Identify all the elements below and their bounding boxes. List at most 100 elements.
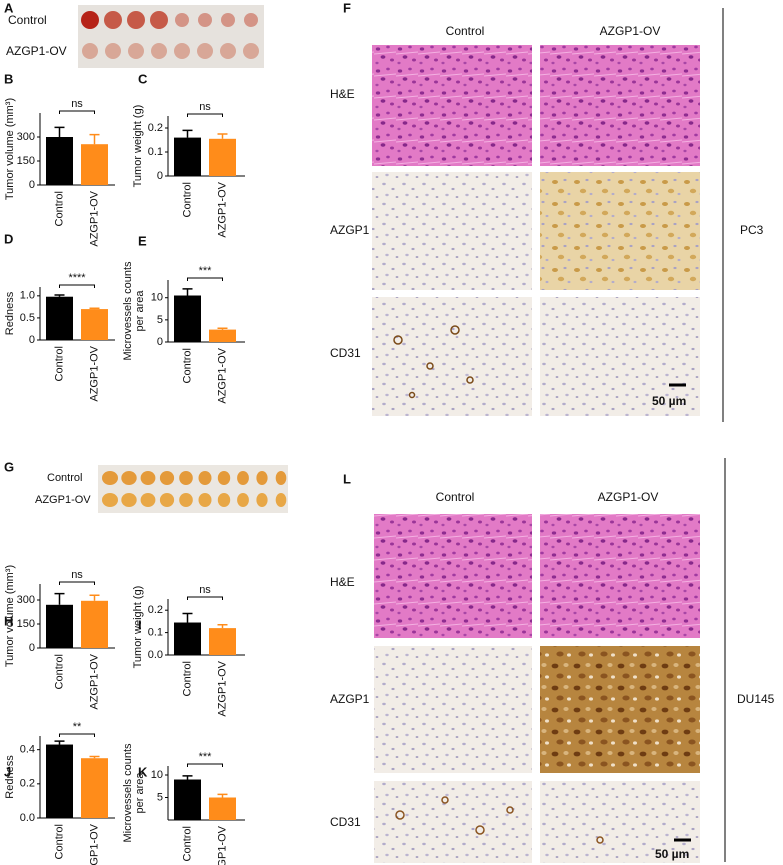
- tumor: [198, 471, 212, 485]
- cell-line-label: PC3: [740, 223, 764, 237]
- significance-label: ns: [71, 569, 83, 581]
- tumor-photo: [78, 5, 264, 68]
- x-tick-label: Control: [181, 348, 193, 383]
- tumor: [256, 471, 268, 485]
- error-bar: [182, 612, 193, 623]
- error-bar: [217, 624, 228, 629]
- bar: [209, 628, 236, 655]
- error-bar: [217, 793, 228, 798]
- x-tick-label: Control: [53, 654, 65, 689]
- significance-label: ns: [199, 101, 211, 113]
- significance-label: ns: [71, 98, 83, 110]
- panel-label: A: [4, 0, 14, 15]
- cell-line-label: DU145: [737, 692, 775, 706]
- photo-label: Control: [47, 472, 82, 484]
- y-tick-label: 0.1: [148, 627, 163, 639]
- significance-label: ***: [199, 751, 213, 763]
- vessel-stain: [395, 796, 604, 844]
- tumor: [221, 13, 235, 27]
- tumor: [237, 471, 249, 485]
- row-label: H&E: [330, 87, 355, 101]
- y-tick-label: 1.0: [20, 290, 35, 302]
- y-tick-label: 300: [17, 594, 35, 606]
- bar: [174, 622, 201, 655]
- error-bar: [89, 133, 100, 145]
- error-bar: [54, 126, 65, 137]
- bar: [81, 758, 108, 818]
- tumor: [151, 43, 167, 59]
- error-bar: [54, 592, 65, 605]
- tumor: [140, 493, 156, 507]
- tumor: [275, 493, 287, 507]
- bar: [174, 137, 201, 176]
- row-label: CD31: [330, 346, 361, 360]
- histology-image: [372, 172, 532, 290]
- panel-label: B: [4, 71, 13, 86]
- tumor: [175, 13, 189, 27]
- panel-label: D: [4, 231, 13, 246]
- y-tick-label: 5: [157, 314, 163, 326]
- x-tick-label: Control: [53, 824, 65, 859]
- x-tick-label: Control: [53, 191, 65, 226]
- histology-image: [540, 172, 700, 290]
- bar: [174, 295, 201, 342]
- panel-label: L: [343, 471, 351, 486]
- tumor: [220, 43, 236, 59]
- bar: [46, 744, 73, 818]
- y-tick-label: 0.1: [148, 146, 163, 158]
- histology-image: [374, 514, 532, 638]
- row-label: CD31: [330, 815, 361, 829]
- tumor: [121, 493, 137, 507]
- panel-label: I: [138, 617, 142, 632]
- tumor: [140, 471, 156, 485]
- histology-image: [374, 781, 532, 863]
- tumor: [150, 11, 168, 29]
- bar: [46, 604, 73, 648]
- y-tick-label: 0.2: [148, 122, 163, 134]
- photo-label: Control: [8, 13, 47, 27]
- histology-image: [540, 514, 700, 638]
- tumor: [121, 471, 137, 485]
- tumor: [275, 471, 287, 485]
- tumor: [128, 43, 144, 59]
- photo-label: AZGP1-OV: [6, 44, 67, 58]
- tumor: [174, 43, 190, 59]
- panel-label: K: [138, 764, 148, 779]
- y-tick-label: 150: [17, 155, 35, 167]
- row-label: AZGP1: [330, 692, 370, 706]
- significance-bracket: [187, 763, 223, 767]
- tumor: [256, 493, 268, 507]
- x-tick-label: AZGP1-OV: [216, 825, 228, 865]
- y-tick-label: 10: [151, 292, 163, 304]
- bar: [209, 329, 236, 342]
- error-bar: [54, 294, 65, 297]
- y-tick-label: 0.0: [20, 812, 35, 824]
- tumor: [159, 493, 175, 507]
- bar: [81, 600, 108, 648]
- error-bar: [217, 133, 228, 139]
- x-tick-label: AZGP1-OV: [88, 823, 100, 865]
- scale-bar-label: 50 µm: [655, 847, 689, 861]
- tumor: [127, 11, 145, 29]
- y-axis-label: Microvessels counts: [122, 743, 134, 843]
- photo-label: AZGP1-OV: [35, 494, 91, 506]
- y-tick-label: 150: [17, 618, 35, 630]
- column-header: Control: [446, 24, 485, 38]
- tumor: [198, 493, 212, 507]
- y-tick-label: 0.4: [20, 744, 35, 756]
- panel-label: H: [4, 613, 13, 628]
- y-axis-label: Redness: [4, 755, 16, 799]
- x-tick-label: AZGP1-OV: [88, 190, 100, 246]
- histology-image: [540, 646, 700, 773]
- y-axis-label: Tumor weight (g): [132, 586, 144, 669]
- significance-bracket: [187, 277, 223, 281]
- error-bar: [182, 129, 193, 138]
- significance-label: ****: [68, 272, 86, 284]
- error-bar: [89, 307, 100, 310]
- histology-image: [540, 297, 700, 416]
- tumor: [81, 11, 99, 29]
- y-axis-label: Redness: [4, 291, 16, 335]
- histology-image: [540, 45, 700, 166]
- histology-image: [372, 297, 532, 416]
